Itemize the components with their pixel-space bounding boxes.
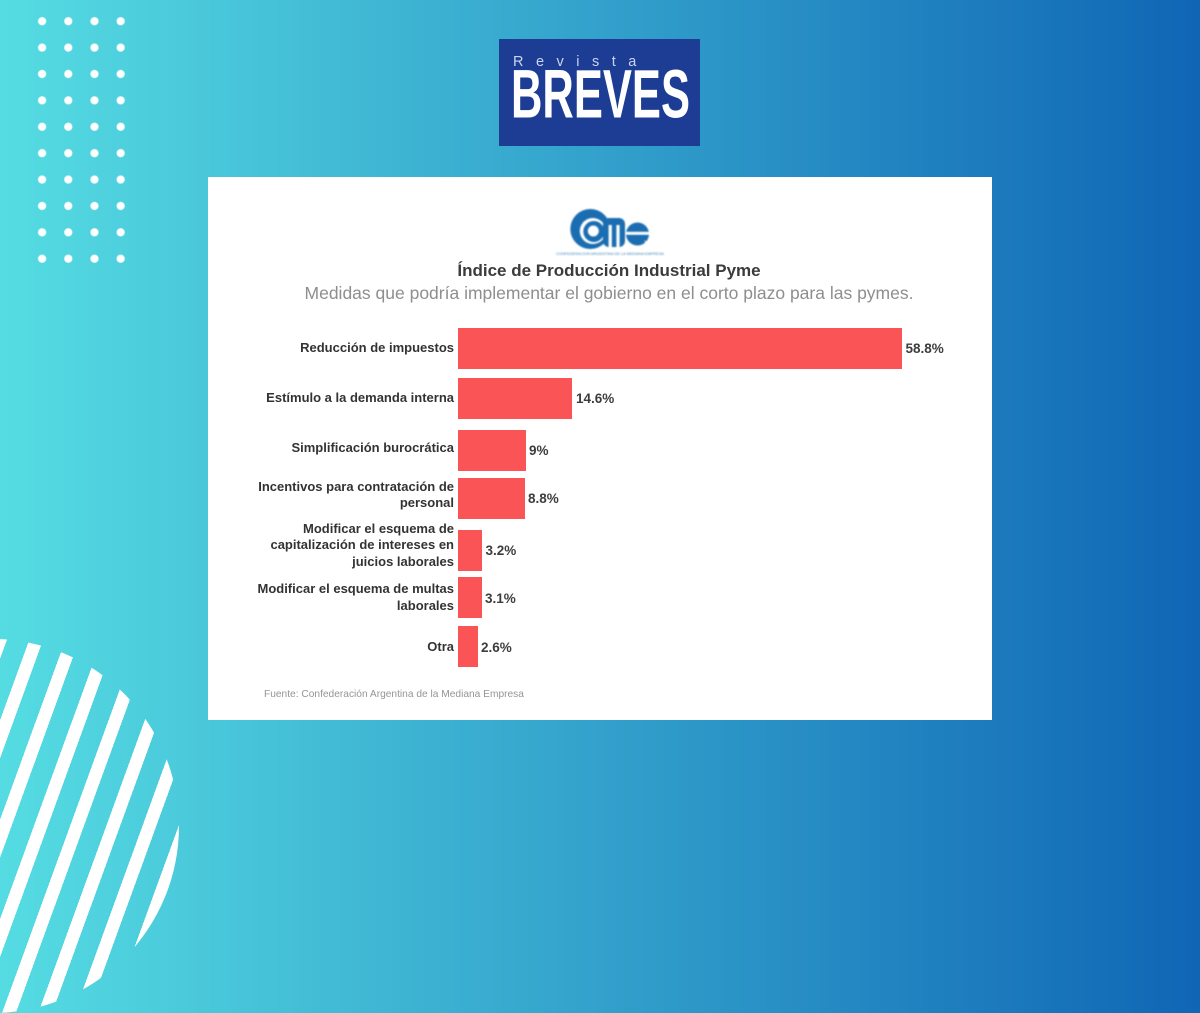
- svg-text:BREVES: BREVES: [511, 56, 690, 133]
- svg-text:CONFEDERACION ARGENTINA DE LA: CONFEDERACION ARGENTINA DE LA MEDIANA EM…: [556, 251, 664, 256]
